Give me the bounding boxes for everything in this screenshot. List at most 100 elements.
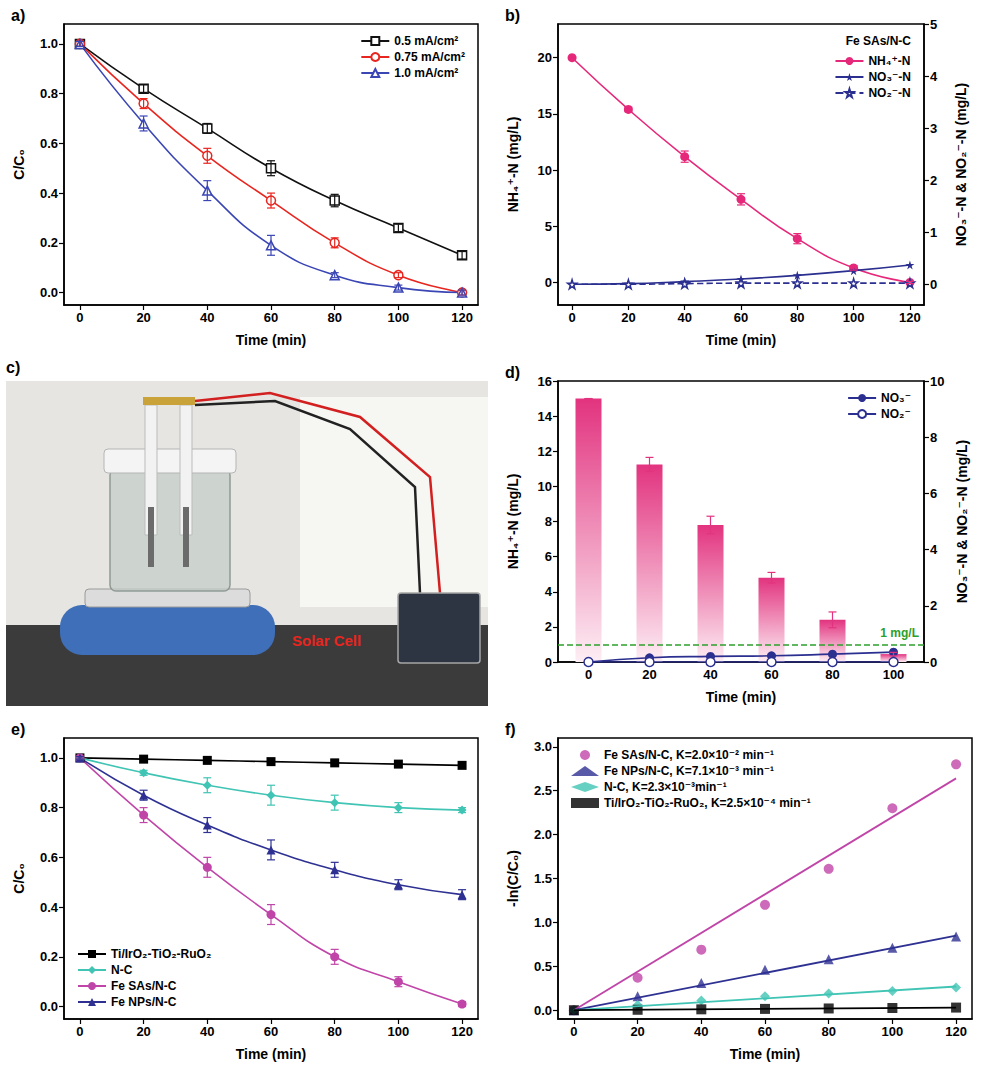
svg-text:0.5: 0.5	[534, 959, 552, 974]
svg-text:4: 4	[545, 584, 553, 599]
svg-text:60: 60	[734, 310, 748, 325]
svg-text:0.5 mA/cm²: 0.5 mA/cm²	[394, 34, 458, 48]
svg-text:0: 0	[76, 1024, 83, 1039]
svg-text:0.6: 0.6	[40, 136, 58, 151]
svg-text:100: 100	[883, 667, 905, 682]
svg-text:2: 2	[545, 619, 552, 634]
svg-text:0.8: 0.8	[40, 800, 58, 815]
svg-text:4: 4	[930, 542, 938, 557]
svg-text:12: 12	[538, 444, 552, 459]
svg-text:16: 16	[538, 374, 552, 389]
svg-text:Time (min): Time (min)	[236, 1046, 307, 1062]
svg-text:C/C₀: C/C₀	[11, 149, 27, 179]
svg-text:100: 100	[388, 310, 410, 325]
svg-text:60: 60	[758, 1024, 772, 1039]
svg-text:8: 8	[545, 514, 552, 529]
svg-text:1 mg/L: 1 mg/L	[880, 626, 919, 640]
svg-text:5: 5	[930, 17, 937, 32]
svg-text:NO₃⁻-N & NO₂⁻-N (mg/L): NO₃⁻-N & NO₂⁻-N (mg/L)	[954, 440, 970, 604]
svg-text:60: 60	[764, 667, 778, 682]
svg-text:Fe NPs/N-C, K=7.1×10⁻³ min⁻¹: Fe NPs/N-C, K=7.1×10⁻³ min⁻¹	[604, 764, 774, 778]
svg-text:NH₄⁺-N (mg/L): NH₄⁺-N (mg/L)	[505, 474, 521, 570]
svg-text:3: 3	[930, 121, 937, 136]
svg-text:1.0: 1.0	[40, 36, 58, 51]
svg-text:d): d)	[505, 364, 520, 381]
svg-text:NO₃⁻: NO₃⁻	[881, 391, 911, 405]
svg-text:20: 20	[136, 310, 150, 325]
svg-text:1.0: 1.0	[40, 750, 58, 765]
svg-text:C/C₀: C/C₀	[11, 863, 27, 893]
svg-text:Ti/IrO₂-TiO₂-RuO₂, K=2.5×10⁻⁴: Ti/IrO₂-TiO₂-RuO₂, K=2.5×10⁻⁴ min⁻¹	[604, 796, 811, 810]
svg-text:0.2: 0.2	[40, 949, 58, 964]
svg-text:120: 120	[945, 1024, 967, 1039]
svg-text:60: 60	[264, 1024, 278, 1039]
svg-text:0.0: 0.0	[534, 1003, 552, 1018]
svg-text:100: 100	[843, 310, 865, 325]
svg-text:40: 40	[200, 1024, 214, 1039]
svg-text:0: 0	[570, 1024, 577, 1039]
svg-text:0.4: 0.4	[40, 900, 59, 915]
svg-text:Fe SAs/N-C: Fe SAs/N-C	[111, 979, 177, 993]
svg-text:4: 4	[930, 69, 938, 84]
svg-text:80: 80	[825, 667, 839, 682]
svg-text:40: 40	[200, 310, 214, 325]
svg-text:120: 120	[899, 310, 921, 325]
svg-text:3.0: 3.0	[534, 739, 552, 754]
svg-text:NO₃⁻-N & NO₂⁻-N (mg/L): NO₃⁻-N & NO₂⁻-N (mg/L)	[953, 83, 969, 247]
svg-text:NO₂⁻-N: NO₂⁻-N	[868, 86, 910, 100]
svg-text:NH₄⁺-N: NH₄⁺-N	[868, 54, 910, 68]
svg-text:5: 5	[545, 219, 552, 234]
svg-text:100: 100	[882, 1024, 904, 1039]
svg-text:20: 20	[136, 1024, 150, 1039]
svg-text:10: 10	[538, 479, 552, 494]
svg-text:N-C: N-C	[111, 963, 133, 977]
svg-text:NH₄⁺-N (mg/L): NH₄⁺-N (mg/L)	[505, 117, 521, 213]
svg-text:0: 0	[76, 310, 83, 325]
svg-text:0: 0	[585, 667, 592, 682]
svg-text:Time (min): Time (min)	[236, 332, 307, 348]
svg-text:120: 120	[451, 310, 473, 325]
svg-text:0.0: 0.0	[40, 999, 58, 1014]
svg-text:80: 80	[821, 1024, 835, 1039]
svg-text:b): b)	[505, 7, 520, 24]
svg-text:1.0 mA/cm²: 1.0 mA/cm²	[394, 66, 458, 80]
svg-text:Fe NPs/N-C: Fe NPs/N-C	[111, 995, 177, 1009]
svg-text:80: 80	[327, 1024, 341, 1039]
svg-text:1.5: 1.5	[534, 871, 552, 886]
svg-text:6: 6	[545, 549, 552, 564]
svg-text:0.75 mA/cm²: 0.75 mA/cm²	[394, 50, 465, 64]
svg-text:2: 2	[930, 173, 937, 188]
svg-text:0.0: 0.0	[40, 285, 58, 300]
svg-text:Time (min): Time (min)	[706, 689, 777, 705]
svg-text:c): c)	[6, 359, 20, 376]
svg-text:20: 20	[538, 50, 552, 65]
svg-text:N-C, K=2.3×10⁻³min⁻¹: N-C, K=2.3×10⁻³min⁻¹	[604, 780, 727, 794]
svg-text:40: 40	[694, 1024, 708, 1039]
svg-text:2: 2	[930, 598, 937, 613]
svg-text:Time (min): Time (min)	[730, 1046, 801, 1062]
svg-text:f): f)	[505, 721, 516, 738]
svg-text:80: 80	[327, 310, 341, 325]
svg-text:40: 40	[677, 310, 691, 325]
svg-text:NO₃⁻-N: NO₃⁻-N	[868, 70, 911, 84]
svg-text:1: 1	[930, 225, 937, 240]
svg-text:60: 60	[264, 310, 278, 325]
svg-text:14: 14	[538, 409, 553, 424]
svg-text:-ln(C/C₀): -ln(C/C₀)	[505, 850, 521, 907]
svg-text:0.8: 0.8	[40, 86, 58, 101]
svg-text:20: 20	[630, 1024, 644, 1039]
svg-text:0: 0	[930, 277, 937, 292]
svg-text:2.5: 2.5	[534, 783, 552, 798]
svg-text:40: 40	[703, 667, 717, 682]
svg-text:0: 0	[545, 275, 552, 290]
svg-text:2.0: 2.0	[534, 827, 552, 842]
svg-text:10: 10	[538, 163, 552, 178]
svg-text:20: 20	[621, 310, 635, 325]
svg-text:e): e)	[11, 721, 25, 738]
svg-text:0: 0	[545, 655, 552, 670]
svg-text:0: 0	[930, 655, 937, 670]
svg-text:6: 6	[930, 486, 937, 501]
svg-text:0.6: 0.6	[40, 850, 58, 865]
svg-text:NO₂⁻: NO₂⁻	[881, 407, 911, 421]
svg-text:120: 120	[451, 1024, 473, 1039]
